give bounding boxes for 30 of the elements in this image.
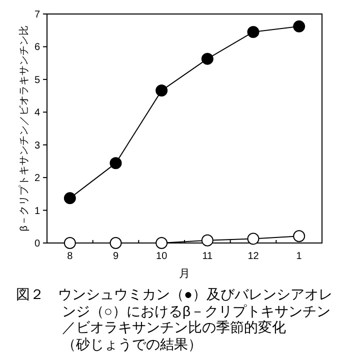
point bbox=[201, 52, 214, 65]
point bbox=[110, 157, 122, 170]
x-tick-label: 1 bbox=[296, 251, 302, 262]
x-axis-title: 月 bbox=[179, 268, 190, 280]
y-axis-title: β－クリプトキサンチン／ビオラキサンチン比 bbox=[18, 26, 30, 232]
point bbox=[156, 237, 168, 249]
y-tick-label: 1 bbox=[34, 206, 40, 217]
point bbox=[201, 234, 214, 246]
y-tick-label: 7 bbox=[34, 10, 40, 20]
text: （砂じょうでの結果） bbox=[61, 336, 203, 352]
point bbox=[156, 84, 168, 97]
point bbox=[110, 237, 122, 249]
x-tick-label: 12 bbox=[248, 251, 260, 262]
y-tick-label: 5 bbox=[34, 74, 40, 86]
point bbox=[64, 237, 76, 249]
x-tick-label: 8 bbox=[67, 251, 74, 262]
point bbox=[64, 192, 76, 204]
y-tick-label: 2 bbox=[34, 173, 40, 184]
y-tick-label: 6 bbox=[34, 42, 40, 54]
point bbox=[293, 230, 306, 242]
x-tick-label: 10 bbox=[156, 251, 168, 262]
y-tick-label: 3 bbox=[34, 140, 40, 152]
text: 図２ ウンシュウミカン（●）及びバレンシアオレンジ（○）におけるβ－クリプトキサンチン／ビオラキサンチン比の季節的変化 bbox=[16, 286, 334, 336]
point bbox=[247, 232, 260, 245]
y-tick-label: 0 bbox=[34, 238, 40, 250]
point bbox=[293, 20, 306, 32]
point bbox=[247, 26, 260, 38]
y-tick-label: 4 bbox=[34, 108, 40, 119]
x-tick-label: 11 bbox=[202, 251, 214, 262]
x-tick-label: 9 bbox=[112, 251, 119, 262]
